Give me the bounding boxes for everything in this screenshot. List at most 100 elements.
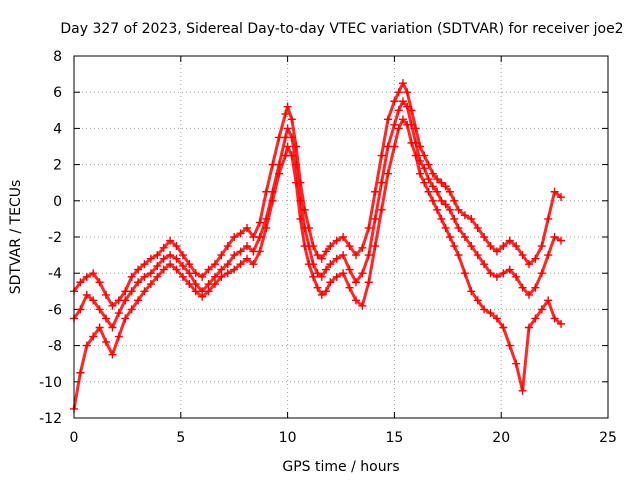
trace-segment: [98, 308, 108, 320]
trace-segment: [213, 268, 223, 278]
x-axis-label: GPS time / hours: [282, 459, 399, 475]
trace-segment: [227, 268, 235, 275]
trace-segment: [123, 276, 134, 292]
trace-segment: [470, 245, 479, 256]
trace-segment: [483, 308, 492, 315]
trace-segment: [392, 109, 401, 126]
trace-segment: [380, 173, 390, 211]
trace-segment: [401, 100, 409, 108]
trace-segment: [252, 236, 262, 253]
trace-segment: [307, 227, 315, 247]
trace-segment: [111, 312, 121, 329]
trace-segment: [286, 127, 294, 139]
trace-segment: [264, 191, 275, 220]
trace-segment: [258, 191, 268, 223]
trace-segment: [311, 276, 319, 289]
trace-segment: [410, 142, 418, 157]
trace-segment: [194, 290, 204, 298]
trace-segment: [117, 299, 127, 314]
trace-segment: [162, 253, 171, 261]
trace-segment: [418, 160, 426, 169]
trace-segment: [286, 145, 294, 157]
trace-segment: [130, 268, 140, 278]
trace-segment: [435, 209, 443, 220]
trace-segment: [137, 263, 146, 271]
trace-segment: [329, 275, 338, 284]
trace-segment: [508, 239, 518, 248]
trace-segment: [213, 275, 223, 286]
trace-segment: [181, 254, 191, 266]
trace-segment: [463, 236, 473, 247]
trace-segment: [226, 254, 236, 266]
trace-segment: [85, 335, 95, 347]
trace-segment: [476, 254, 486, 266]
trace-segment: [286, 106, 294, 120]
trace-segment: [496, 271, 505, 279]
trace-segment: [156, 257, 165, 267]
trace-segment: [414, 155, 422, 174]
trace-segment: [207, 275, 217, 286]
trace-segment: [495, 317, 505, 329]
trace-segment: [311, 245, 319, 256]
trace-segment: [553, 190, 562, 199]
trace-segment: [111, 299, 120, 307]
trace-segment: [175, 268, 185, 278]
trace-segment: [188, 283, 197, 293]
trace-segment: [195, 271, 203, 279]
trace-segment: [91, 272, 101, 284]
trace-segment: [264, 200, 275, 229]
trace-segment: [72, 308, 82, 320]
trace-segment: [226, 236, 236, 247]
trace-segment: [418, 173, 426, 184]
trace-segment: [290, 137, 298, 165]
trace-segment: [534, 272, 544, 289]
x-tick-label: 5: [176, 430, 185, 446]
trace-segment: [452, 200, 460, 211]
trace-segment: [440, 181, 447, 188]
x-tick-label: 0: [70, 430, 79, 446]
trace-segment: [303, 245, 311, 265]
trace-segment: [341, 236, 351, 247]
trace-segment: [320, 290, 328, 297]
y-tick-label: 2: [53, 158, 62, 174]
trace-segment: [111, 336, 121, 356]
trace-segment: [444, 203, 452, 211]
trace-segment: [367, 245, 377, 283]
trace-segment: [149, 264, 159, 275]
x-tick-label: 20: [492, 430, 510, 446]
trace-segment: [245, 227, 255, 238]
trace-segment: [220, 245, 230, 256]
trace-segment: [162, 239, 172, 249]
trace-segment: [324, 263, 332, 271]
trace-segment: [464, 213, 473, 221]
trace-segment: [348, 245, 358, 256]
x-tick-label: 10: [279, 430, 297, 446]
trace-segment: [534, 308, 544, 320]
trace-segment: [175, 257, 185, 267]
trace-segment: [348, 268, 358, 283]
trace-segment: [489, 244, 498, 253]
trace-segment: [440, 199, 447, 206]
trace-segment: [418, 145, 426, 157]
trace-segment: [277, 113, 287, 138]
trace-segment: [431, 172, 439, 181]
trace-segment: [156, 246, 165, 257]
axis-ticks: 0 5 10 15 20 25 -12 -10 -8 -6 -4 -2 0 2 4 6 8: [39, 49, 617, 446]
trace-segment: [143, 283, 153, 293]
trace-segment: [401, 118, 409, 126]
trace-segment: [233, 232, 242, 239]
trace-segment: [320, 268, 328, 278]
trace-segment: [373, 155, 384, 193]
trace-segment: [307, 263, 315, 278]
trace-segment: [175, 245, 185, 256]
trace-segment: [271, 173, 281, 202]
trace-segment: [553, 317, 562, 326]
trace-segment: [320, 250, 328, 260]
trace-segment: [220, 271, 229, 279]
trace-segment: [457, 254, 467, 274]
trace-segment: [79, 294, 89, 311]
trace-segment: [354, 246, 364, 257]
trace-segment: [436, 177, 443, 184]
trace-segment: [98, 281, 108, 296]
